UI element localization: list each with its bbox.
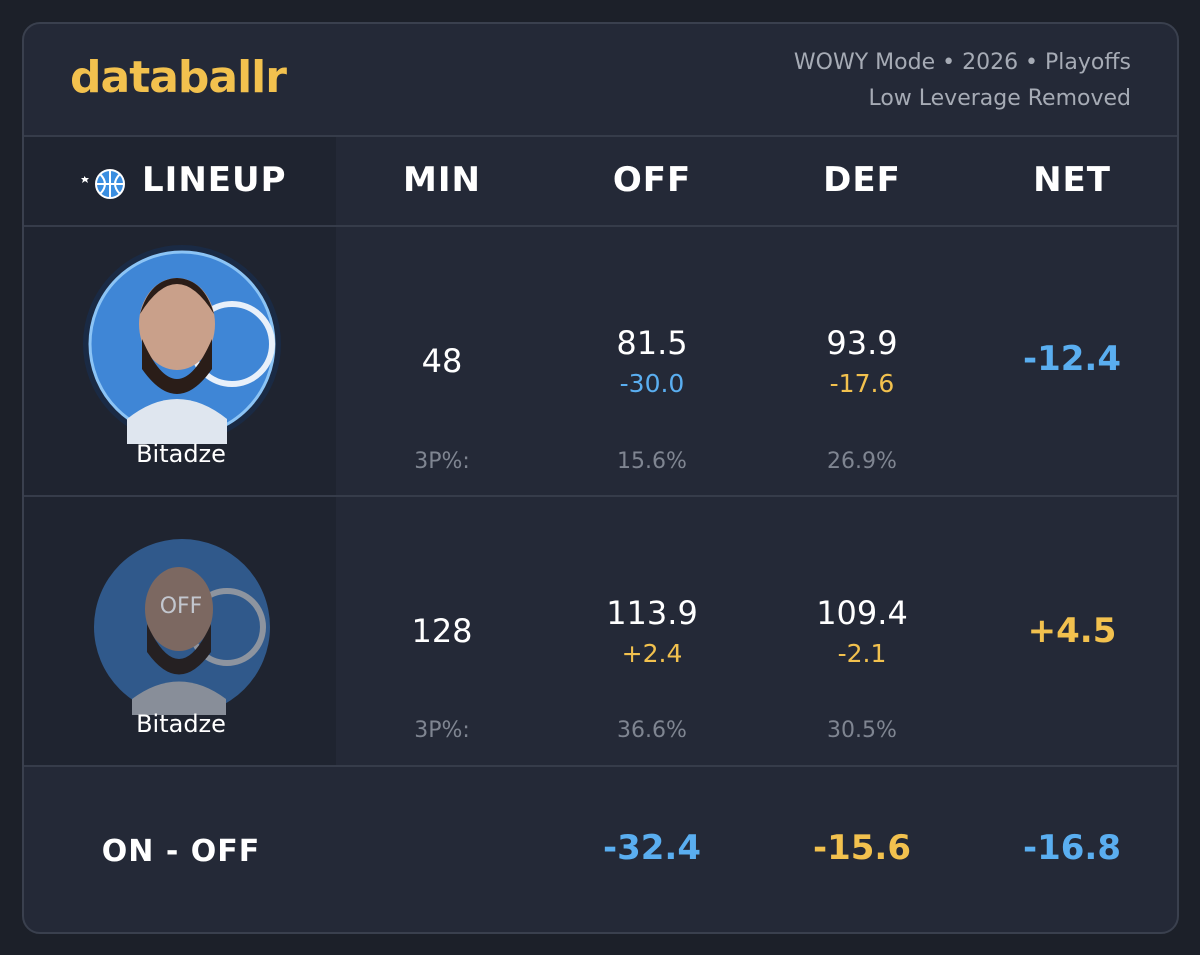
min: 48	[421, 342, 463, 380]
player-name: Bitadze	[136, 440, 226, 468]
net: -12.4	[1023, 339, 1121, 379]
column-header: OFF	[612, 160, 692, 200]
player-avatar	[94, 539, 270, 715]
divider	[24, 225, 1177, 227]
off-badge: OFF	[159, 594, 203, 619]
off: 113.9	[606, 594, 698, 632]
divider	[24, 495, 1177, 497]
def-3p: 26.9%	[827, 449, 897, 474]
min: 128	[411, 612, 473, 650]
net-delta: -16.8	[1023, 828, 1121, 868]
subtitle: Low Leverage Removed	[868, 86, 1131, 111]
off-diff: -30.0	[619, 369, 685, 398]
subtitle: WOWY Mode • 2026 • Playoffs	[793, 50, 1131, 75]
team-icon	[81, 169, 125, 199]
card: databallr WOWY Mode • 2026 • Playoffs Lo…	[22, 22, 1179, 934]
def: 93.9	[826, 324, 898, 362]
three-pt-label: 3P%:	[414, 718, 470, 743]
net: +4.5	[1027, 611, 1117, 651]
player-name: Bitadze	[136, 710, 226, 738]
off-diff: +2.4	[621, 639, 683, 668]
brand: databallr	[70, 52, 287, 103]
column-header: MIN	[403, 160, 481, 200]
off: 81.5	[616, 324, 688, 362]
def-3p: 30.5%	[827, 718, 897, 743]
off-delta: -32.4	[603, 828, 701, 868]
def-delta: -15.6	[813, 828, 911, 868]
column-header: LINEUP	[142, 160, 287, 200]
off-3p: 15.6%	[617, 449, 687, 474]
divider	[24, 765, 1177, 767]
footer-label: ON - OFF	[101, 834, 261, 869]
column-header: NET	[1033, 160, 1111, 200]
player-avatar	[83, 245, 281, 444]
def-diff: -17.6	[829, 369, 895, 398]
divider	[24, 135, 1177, 137]
column-header: DEF	[823, 160, 901, 200]
three-pt-label: 3P%:	[414, 449, 470, 474]
def: 109.4	[816, 594, 908, 632]
off-3p: 36.6%	[617, 718, 687, 743]
def-diff: -2.1	[837, 639, 887, 668]
